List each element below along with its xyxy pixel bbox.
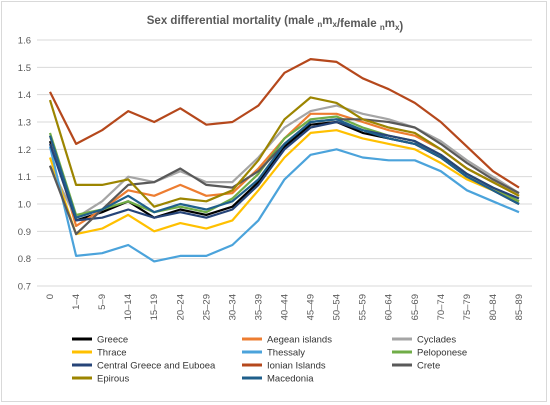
y-tick-label: 0.8	[18, 254, 31, 265]
title-subscript: n	[380, 23, 385, 32]
series-line-macedonia	[48, 118, 520, 219]
y-tick-label: 1.2	[18, 145, 31, 156]
series-line-central-greece-and-euboea	[48, 120, 520, 222]
x-tick-label: 50–54	[332, 294, 343, 320]
series-line-epirous	[48, 96, 520, 208]
legend-label: Ionian Islands	[267, 361, 326, 372]
title-text: Sex differential mortality (male	[147, 15, 318, 27]
title-text: m	[385, 18, 395, 30]
legend-label: Macedonia	[267, 374, 314, 385]
title-text: m	[322, 15, 332, 27]
y-tick-label: 0.7	[18, 282, 31, 293]
x-tick-label: 30–34	[227, 294, 238, 320]
x-tick-label: 25–29	[201, 294, 212, 320]
x-tick-label: 40–44	[280, 294, 291, 320]
x-tick-label: 15–19	[149, 294, 160, 320]
legend-label: Crete	[417, 361, 440, 372]
y-tick-label: 1.1	[18, 172, 31, 183]
series-line-thessaly	[48, 146, 520, 263]
y-tick-label: 1.5	[18, 63, 31, 74]
legend: Greece Aegean islands Cyclades Thrace Thessa…	[72, 335, 467, 385]
x-tick-label: 55–59	[358, 294, 369, 320]
legend-label: Thessaly	[267, 348, 305, 359]
chart-title: Sex differential mortality (male nmx/fem…	[147, 15, 404, 33]
x-tick-label: 60–64	[384, 294, 395, 320]
x-tick-label: 35–39	[253, 294, 264, 320]
legend-label: Greece	[97, 335, 128, 346]
y-axis: 0.7 0.8 0.9 1.0 1.1 1.2 1.3 1.4 1.5 1.6	[18, 36, 31, 293]
y-tick-label: 1.6	[18, 36, 31, 47]
title-subscript: n	[317, 20, 322, 29]
x-tick-label: 5–9	[97, 294, 108, 310]
x-tick-label: 20–24	[175, 294, 186, 320]
x-tick-label: 10–14	[123, 294, 134, 320]
series-lines	[48, 57, 520, 263]
title-subscript: x	[395, 23, 400, 32]
y-tick-label: 1.4	[18, 90, 31, 101]
x-tick-label: 75–79	[462, 294, 473, 320]
legend-label: Epirous	[97, 374, 129, 385]
x-tick-label: 80–84	[488, 294, 499, 320]
y-tick-label: 0.9	[18, 227, 31, 238]
series-line-thrace	[48, 129, 520, 236]
x-tick-label: 85–89	[514, 294, 525, 320]
series-line-cyclades	[49, 104, 520, 219]
title-text: )	[399, 21, 403, 33]
x-tick-label: 45–49	[306, 294, 317, 320]
legend-label: Cyclades	[417, 335, 456, 346]
x-tick-label: 70–74	[436, 294, 447, 320]
x-tick-label: 1–4	[71, 294, 82, 310]
title-text: /female	[337, 18, 380, 30]
x-axis: 0 1–4 5–9 10–14 15–19 20–24 25–29 30–34 35–39 40–…	[45, 294, 525, 320]
y-tick-label: 1.0	[18, 200, 31, 211]
legend-label: Peloponese	[417, 348, 467, 359]
legend-label: Thrace	[97, 348, 127, 359]
series-line-ionian-islands	[49, 57, 520, 189]
y-tick-label: 1.3	[18, 118, 31, 129]
x-tick-label: 0	[45, 294, 56, 299]
series-line-greece	[48, 120, 520, 222]
legend-label: Central Greece and Euboea	[97, 361, 216, 372]
x-tick-label: 65–69	[410, 294, 421, 320]
title-subscript: x	[333, 20, 338, 29]
legend-label: Aegean islands	[267, 335, 332, 346]
